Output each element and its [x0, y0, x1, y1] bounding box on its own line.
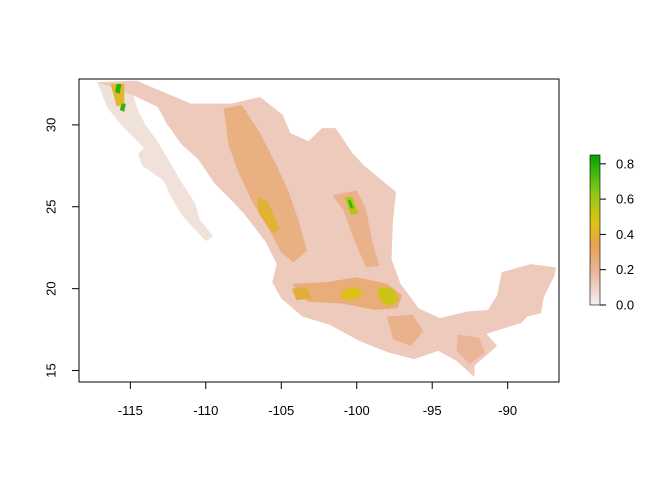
colorbar-tick-label: 0.6: [616, 192, 634, 207]
x-tick-label: -115: [118, 403, 143, 418]
x-tick-label: -95: [423, 403, 442, 418]
region-baja-california: [97, 82, 214, 242]
region-durango-highlands: [257, 196, 280, 233]
colorbar-tick-label: 0.4: [616, 227, 634, 242]
x-tick-label: -90: [498, 403, 517, 418]
x-axis: -115 -110 -105 -100 -95 -90: [118, 381, 517, 418]
colorbar-tick-label: 0.8: [616, 156, 634, 171]
region-sierra-madre-occidental: [223, 105, 307, 263]
y-tick-label: 30: [44, 118, 59, 132]
colorbar-tick-label: 0.0: [616, 298, 634, 313]
region-chiapas-highlands: [456, 334, 485, 364]
y-tick-label: 15: [44, 363, 59, 377]
colorbar-axis: 0.0 0.2 0.4 0.6 0.8: [600, 156, 634, 313]
region-central-hotspot: [341, 287, 365, 301]
colorbar-tick-label: 0.2: [616, 262, 634, 277]
x-tick-label: -100: [344, 403, 370, 418]
region-baja-norte-sierra: [110, 83, 125, 107]
region-puebla-hotspot: [377, 287, 399, 307]
region-oaxaca-highlands: [386, 314, 424, 346]
y-tick-label: 20: [44, 281, 59, 295]
region-baja-peak-1: [115, 83, 122, 94]
region-mainland: [97, 80, 556, 378]
x-tick-label: -110: [193, 403, 218, 418]
region-jalisco-highlands: [291, 287, 312, 301]
x-tick-label: -105: [268, 403, 294, 418]
y-axis: 15 20 25 30: [44, 118, 80, 378]
raster-layer: [97, 80, 556, 378]
region-baja-peak-2: [119, 103, 126, 112]
colorbar: [589, 154, 601, 306]
region-monterrey-peak: [347, 200, 354, 209]
region-sierra-madre-oriental: [332, 190, 380, 268]
y-tick-label: 25: [44, 200, 59, 214]
